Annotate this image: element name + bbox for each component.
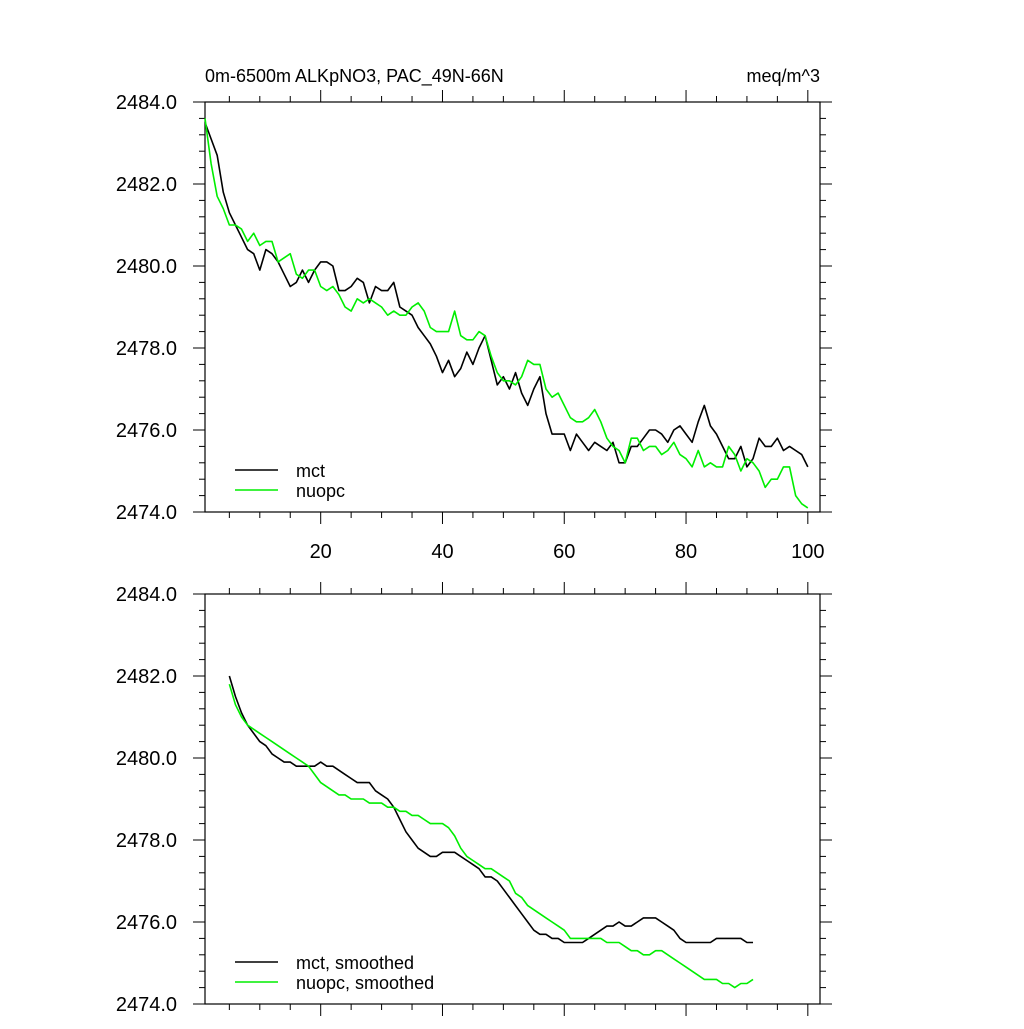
x-tick-label: 80 [675,541,697,563]
x-axis-tick-labels: 20 40 60 80 100 [310,541,825,563]
y-tick-label: 2482.0 [116,666,177,688]
units-label: meq/m^3 [747,66,820,86]
y-tick-label: 2484.0 [116,92,177,114]
legend-label-nuopc: nuopc [296,481,345,501]
y-tick-label: 2474.0 [116,994,177,1016]
y-tick-label: 2482.0 [116,174,177,196]
legend-label-nuopc-smoothed: nuopc, smoothed [296,973,434,993]
x-tick-label: 100 [791,541,824,563]
y-tick-label: 2476.0 [116,912,177,934]
bottom-panel: 2474.0 2476.0 2478.0 2480.0 2482.0 2484.0 mct… [116,582,832,1016]
plot-frame [204,101,821,513]
series-line-nuopc [204,118,809,509]
series-line-nuopc-smoothed [228,683,754,989]
axis-ticks [193,90,832,524]
y-tick-label: 2476.0 [116,420,177,442]
x-tick-label: 40 [431,541,453,563]
axis-ticks [193,582,832,1016]
y-tick-label: 2480.0 [116,256,177,278]
y-tick-label: 2480.0 [116,748,177,770]
chart-title: 0m-6500m ALKpNO3, PAC_49N-66N [205,66,504,87]
legend-label-mct: mct [296,461,325,481]
y-axis-tick-labels: 2474.0 2476.0 2478.0 2480.0 2482.0 2484.0 [116,92,177,524]
legend: mct nuopc [235,461,345,501]
y-tick-label: 2478.0 [116,830,177,852]
series-line-mct-smoothed [228,675,754,944]
top-panel: 0m-6500m ALKpNO3, PAC_49N-66N meq/m^3 24… [116,66,832,563]
x-tick-label: 20 [310,541,332,563]
y-axis-tick-labels: 2474.0 2476.0 2478.0 2480.0 2482.0 2484.0 [116,584,177,1016]
legend: mct, smoothed nuopc, smoothed [235,953,434,993]
x-tick-label: 60 [553,541,575,563]
legend-label-mct-smoothed: mct, smoothed [296,953,414,973]
y-tick-label: 2484.0 [116,584,177,606]
series-line-mct [204,122,809,468]
plot-frame [204,593,821,1005]
series-lines [228,675,754,989]
y-tick-label: 2474.0 [116,502,177,524]
series-lines [204,118,809,509]
y-tick-label: 2478.0 [116,338,177,360]
